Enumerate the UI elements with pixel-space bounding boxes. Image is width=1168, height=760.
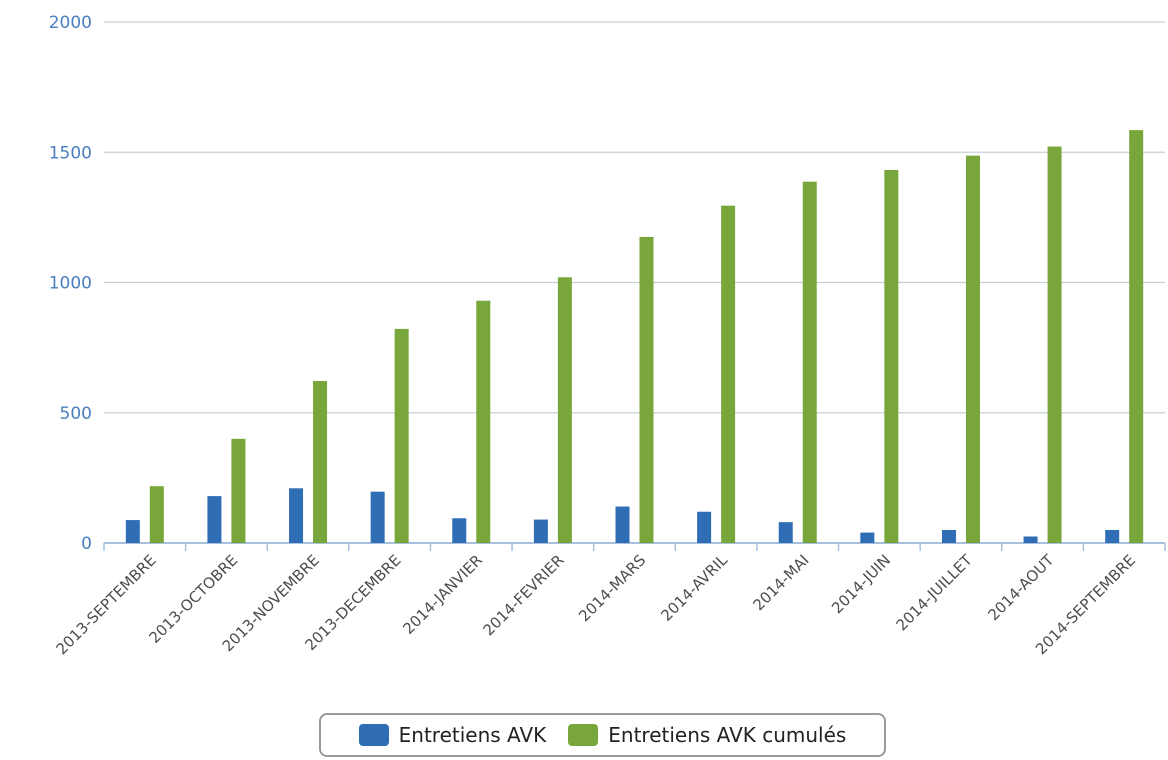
x-tick-label: 2013-SEPTEMBRE <box>53 551 160 658</box>
bar-entretiens-avk <box>697 511 712 543</box>
legend-item-series-1[interactable]: Entretiens AVK <box>358 723 547 747</box>
x-tick-label: 2014-FEVRIER <box>480 551 568 639</box>
x-tick-label: 2014-JUIN <box>828 551 894 617</box>
x-tick-label: 2014-AOUT <box>984 551 1058 625</box>
x-tick-label: 2014-JANVIER <box>399 551 486 638</box>
bar-entretiens-avk-cumules <box>965 155 980 543</box>
bar-entretiens-avk <box>1105 529 1120 543</box>
legend-label-series-2: Entretiens AVK cumulés <box>608 723 847 747</box>
y-tick-label: 1000 <box>49 274 92 294</box>
bar-entretiens-avk <box>615 506 630 543</box>
bar-entretiens-avk <box>860 532 875 543</box>
legend-item-series-2[interactable]: Entretiens AVK cumulés <box>568 723 846 747</box>
x-tick-label: 2014-AVRIL <box>657 551 731 625</box>
bar-entretiens-avk-cumules <box>476 300 491 543</box>
bar-entretiens-avk-cumules <box>884 169 899 544</box>
bar-entretiens-avk-cumules <box>639 236 654 543</box>
x-tick-label: 2014-MARS <box>575 551 649 625</box>
x-tick-label: 2013-OCTOBRE <box>145 551 241 647</box>
legend-swatch-series-1 <box>358 724 389 746</box>
bar-entretiens-avk-cumules <box>149 486 164 543</box>
bar-entretiens-avk <box>289 488 304 543</box>
legend-swatch-series-2 <box>568 724 599 746</box>
bar-entretiens-avk-cumules <box>557 277 572 543</box>
bar-entretiens-avk-cumules <box>721 205 736 543</box>
bar-entretiens-avk-cumules <box>394 328 409 543</box>
bar-entretiens-avk <box>452 518 467 543</box>
y-tick-label: 500 <box>60 404 92 424</box>
bar-entretiens-avk <box>370 491 385 543</box>
legend-label-series-1: Entretiens AVK <box>398 723 547 747</box>
x-tick-label: 2014-MAI <box>749 551 812 614</box>
bar-entretiens-avk <box>778 522 793 543</box>
x-tick-label: 2014-JUILLET <box>893 551 977 635</box>
bar-entretiens-avk-cumules <box>1129 130 1144 544</box>
bar-entretiens-avk <box>941 529 956 543</box>
y-tick-label: 0 <box>81 534 92 554</box>
bar-entretiens-avk <box>1023 536 1038 543</box>
bar-entretiens-avk-cumules <box>802 181 817 543</box>
bar-entretiens-avk-cumules <box>1047 146 1062 544</box>
bar-entretiens-avk <box>207 496 222 543</box>
y-tick-label: 1500 <box>49 143 92 163</box>
bar-entretiens-avk-cumules <box>231 438 246 543</box>
bar-entretiens-avk <box>125 520 140 543</box>
legend: Entretiens AVK Entretiens AVK cumulés <box>319 713 886 757</box>
y-tick-label: 2000 <box>49 13 92 33</box>
bar-entretiens-avk <box>533 519 548 543</box>
bar-entretiens-avk-cumules <box>313 380 328 543</box>
